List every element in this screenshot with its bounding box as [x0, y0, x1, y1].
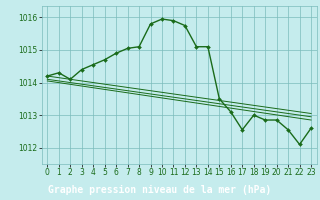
Text: Graphe pression niveau de la mer (hPa): Graphe pression niveau de la mer (hPa)	[48, 185, 272, 195]
